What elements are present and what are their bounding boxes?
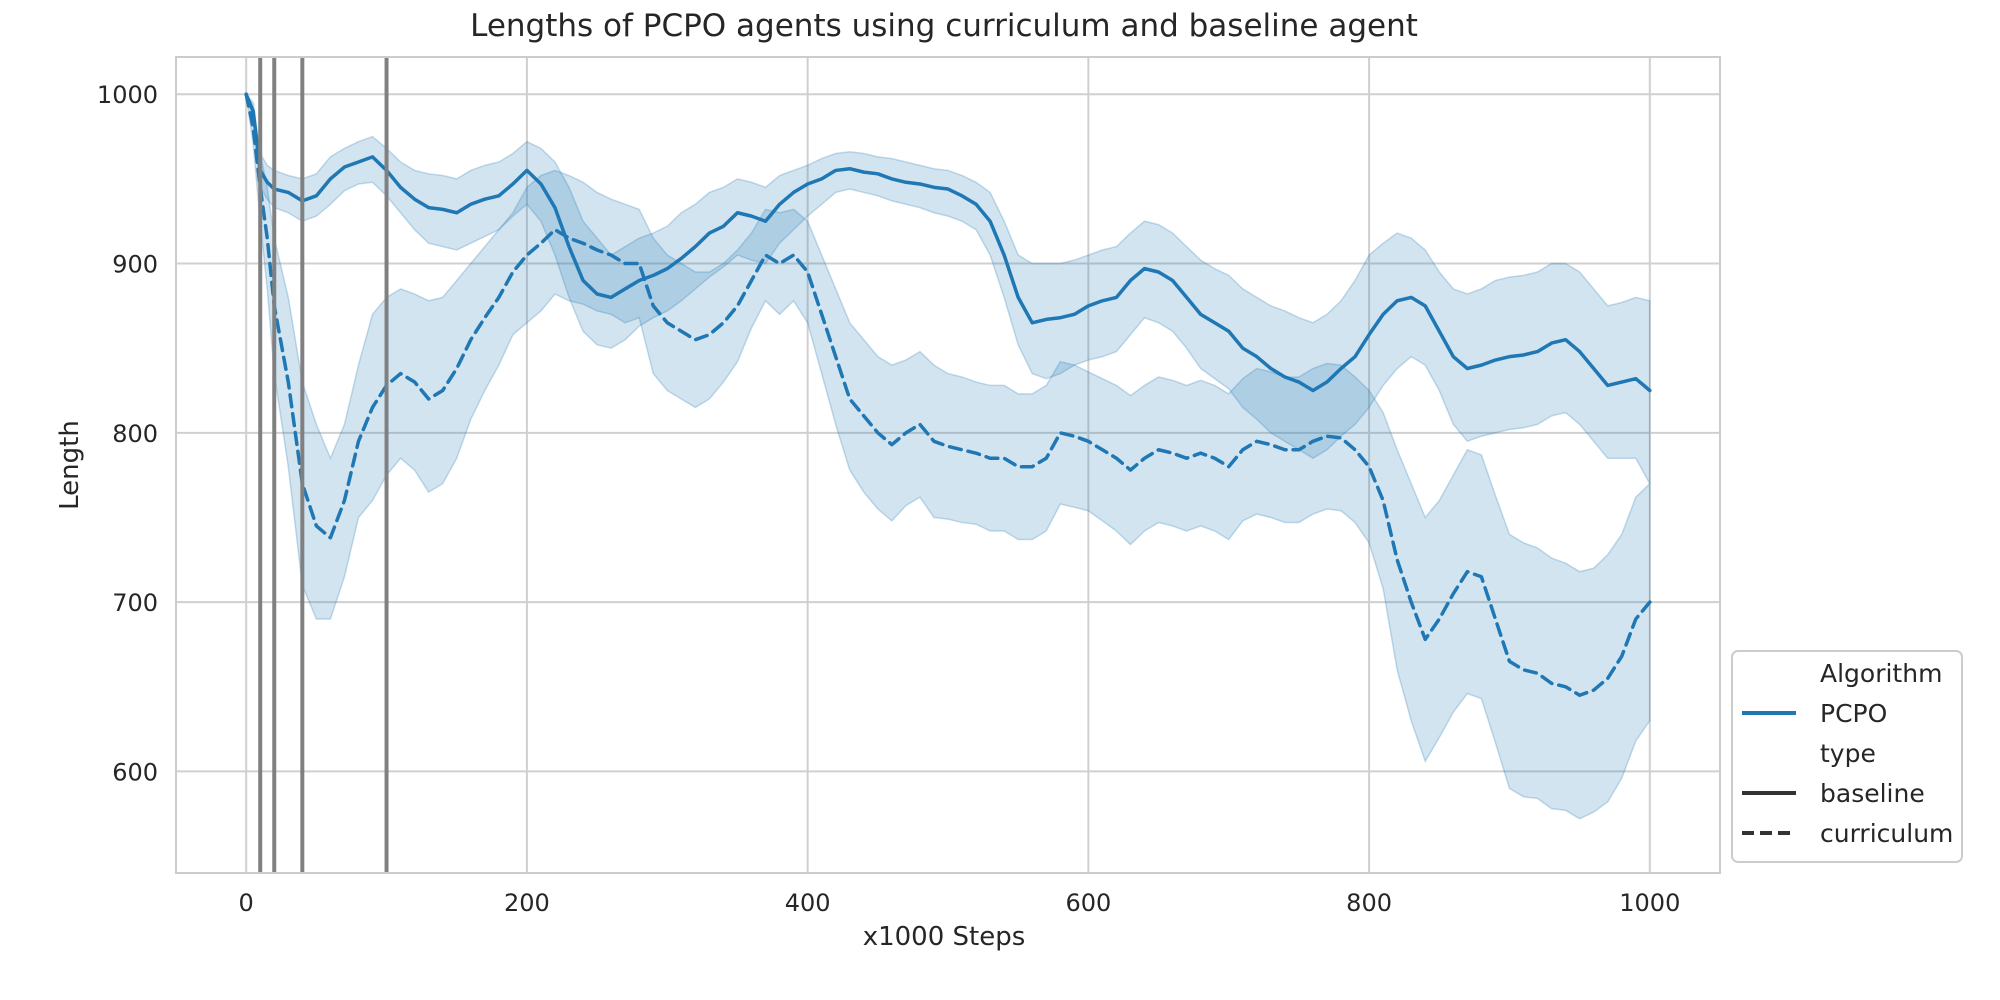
x-tick-label: 800 (1346, 889, 1392, 917)
x-tick-label: 200 (504, 889, 550, 917)
dashed-series-line (244, 92, 1652, 697)
y-tick-label: 900 (112, 251, 158, 279)
x-tick-label: 600 (1065, 889, 1111, 917)
chart-title: Lengths of PCPO agents using curriculum … (470, 8, 1418, 44)
legend-label-baseline: baseline (1820, 779, 1925, 808)
x-tick-label: 1000 (1619, 889, 1680, 917)
y-tick-label: 800 (112, 420, 158, 448)
y-axis-title: Length (55, 420, 85, 510)
solid-series-line (244, 92, 1652, 393)
x-axis-title: x1000 Steps (863, 922, 1026, 952)
vertical-marker-lines (258, 57, 389, 873)
tick-labels: 0 200 400 600 800 1000 600 700 800 900 1000 (97, 81, 1680, 917)
legend-frame (1731, 650, 1963, 863)
legend: Algorithm PCPO type baseline curriculum (1731, 650, 1963, 863)
legend-header-type: type (1820, 739, 1876, 768)
legend-label-pcpo: PCPO (1820, 699, 1887, 728)
series-lines (244, 92, 1652, 697)
plot-frame (175, 56, 1721, 874)
x-tick-label: 400 (785, 889, 831, 917)
grid-layer (176, 57, 1720, 873)
x-tick-label: 0 (239, 889, 254, 917)
legend-label-curriculum: curriculum (1820, 819, 1953, 848)
y-tick-label: 1000 (97, 81, 158, 109)
y-tick-label: 700 (112, 589, 158, 617)
legend-header-algorithm: Algorithm (1820, 659, 1942, 688)
y-tick-label: 600 (112, 758, 158, 786)
